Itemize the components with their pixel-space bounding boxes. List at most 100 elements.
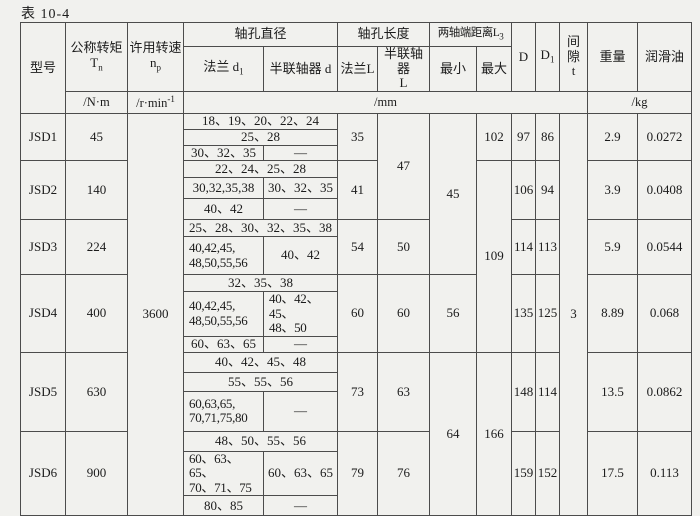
table-row: JSD2 140 22、24、25、28 41 109 106 94 3.9 0.0408 [20, 160, 692, 353]
model-jsd3: JSD3 [20, 219, 66, 276]
table-cell: 60、63、65 [263, 450, 338, 497]
table-cell: 114 [511, 219, 536, 276]
table-cell: 40、42 [263, 236, 338, 276]
table-cell: 60,63,65, 70,71,75,80 [183, 390, 264, 432]
header-max: 最大 [476, 46, 512, 92]
model-jsd2: JSD2 [20, 160, 66, 221]
table-cell: 47 [377, 112, 430, 221]
table-row: 30、32、35— [21, 144, 692, 162]
header-half-coupling-d: 半联轴器 d [263, 46, 338, 92]
table-cell: 40、42、45、 48、50 [263, 291, 338, 337]
table-row: 法兰 d1 半联轴器 d 法兰L 半联轴器 L 最小 最大 [21, 46, 692, 92]
table-cell: — [263, 335, 338, 353]
table-cell: — [263, 390, 338, 432]
table-cell: 63 [377, 351, 430, 432]
header-lubricant: 润滑油 [637, 22, 692, 92]
table-cell: 166 [476, 351, 512, 516]
table-cell: 224 [65, 219, 128, 276]
table-cell: — [263, 198, 338, 221]
unit-newton-metre: /N·m [65, 90, 128, 114]
speed-value: 3600 [127, 112, 184, 516]
gap-value: 3 [559, 112, 588, 516]
table-row: 30,32,35,38 30、32、35 [21, 177, 692, 200]
table-row: JSD4 400 32、35、38 60 60 56 135 125 8.89 0.068 [20, 274, 692, 353]
table-cell: 30、32、35 [183, 144, 264, 162]
table-cell: 18、19、20、22、24 [183, 112, 338, 130]
model-jsd1: JSD1 [20, 112, 66, 162]
table-cell: 45 [65, 112, 128, 162]
table-cell: 45 [429, 112, 477, 276]
table-cell: 109 [476, 160, 512, 353]
document-page: { "page": { "title": "表 10-4" }, "table"… [20, 7, 692, 516]
header-bore-diameter: 轴孔直径 [183, 22, 338, 47]
table-cell: 80、85 [183, 495, 264, 516]
unit-kg: /kg [587, 90, 692, 114]
table-cell: 30,32,35,38 [183, 177, 264, 200]
table-cell: 40、42、45、48 [183, 351, 338, 373]
table-cell: 54 [337, 219, 378, 276]
table-cell: 40,42,45, 48,50,55,56 [183, 236, 264, 276]
header-D1: D1 [535, 22, 560, 92]
table-cell: 0.0862 [637, 351, 692, 432]
table-cell: 41 [337, 160, 378, 221]
table-cell: 114 [535, 351, 560, 432]
table-title: 表 10-4 [21, 7, 71, 22]
table-row: JSD1 45 3600 18、19、20、22、24 35 47 45 102 97 86 3 2.… [20, 112, 692, 516]
header-flange-L: 法兰L [337, 46, 378, 92]
table-cell: 25、28 [183, 128, 338, 146]
unit-mm: /mm [183, 90, 588, 114]
table-cell: 3.9 [587, 160, 638, 221]
table-cell: 5.9 [587, 219, 638, 276]
table-cell: 102 [476, 112, 512, 162]
table-row: JSD3 224 25、28、30、32、35、38 54 50 114 113 5.9 0.0… [20, 219, 692, 276]
table-cell: 97 [511, 112, 536, 162]
table-cell: 55、55、56 [183, 371, 338, 392]
table-row: 60,63,65, 70,71,75,80— [21, 390, 692, 432]
table-cell: — [263, 495, 338, 516]
header-flange-d1: 法兰 d1 [183, 46, 264, 92]
table-cell: 0.113 [637, 430, 692, 516]
table-cell: 152 [535, 430, 560, 516]
table-cell: 94 [535, 160, 560, 221]
table-cell: 73 [337, 351, 378, 432]
table-cell: 60 [377, 274, 430, 353]
table-cell: 32、35、38 [183, 274, 338, 293]
table-row: JSD6 900 48、50、55、56 79 76 159 152 17.5 0.113 [20, 430, 692, 516]
table-cell: 35 [337, 112, 378, 162]
header-weight: 重量 [587, 22, 638, 92]
table-cell: 60 [337, 274, 378, 353]
header-gap-t: 间隙 t [559, 22, 588, 92]
table-cell: 400 [65, 274, 128, 353]
header-permissible-speed: 许用转速 np [127, 22, 184, 92]
table-cell: 25、28、30、32、35、38 [183, 219, 338, 238]
table-cell: 0.068 [637, 274, 692, 353]
table-cell: — [263, 144, 338, 162]
table-row: /N·m/r·min-1/mm/kg [21, 90, 692, 114]
table-cell: 17.5 [587, 430, 638, 516]
table-cell: 630 [65, 351, 128, 432]
table-row: 40,42,45, 48,50,55,56 40、42 [21, 236, 692, 276]
header-half-coupling-L: 半联轴器 L [377, 46, 430, 92]
table-cell: 30、32、35 [263, 177, 338, 200]
table-cell: 56 [429, 274, 477, 353]
header-bore-length: 轴孔长度 [337, 22, 430, 47]
table-cell: 76 [377, 430, 430, 516]
model-jsd5: JSD5 [20, 351, 66, 432]
coupling-spec-table: 型号 公称转矩 Tn 许用转速 np 轴孔直径 轴孔长度 两轴端距离L3 D D1 间隙 t 重量… [20, 22, 692, 516]
table-cell: 0.0408 [637, 160, 692, 221]
table-cell: 60、63、65、 70、71、75 [183, 450, 264, 497]
table-cell: 50 [377, 219, 430, 276]
table-cell: 113 [535, 219, 560, 276]
table-cell: 140 [65, 160, 128, 221]
table-cell: 8.89 [587, 274, 638, 353]
table-cell: 106 [511, 160, 536, 221]
header-model: 型号 [20, 22, 66, 114]
table-row: 40,42,45, 48,50,55,56 40、42、45、 48、50 [21, 291, 692, 337]
table-cell: 2.9 [587, 112, 638, 162]
table-cell: 79 [337, 430, 378, 516]
table-cell: 64 [429, 351, 477, 516]
table-cell: 86 [535, 112, 560, 162]
model-jsd6: JSD6 [20, 430, 66, 516]
table-cell: 60、63、65 [183, 335, 264, 353]
model-jsd4: JSD4 [20, 274, 66, 353]
